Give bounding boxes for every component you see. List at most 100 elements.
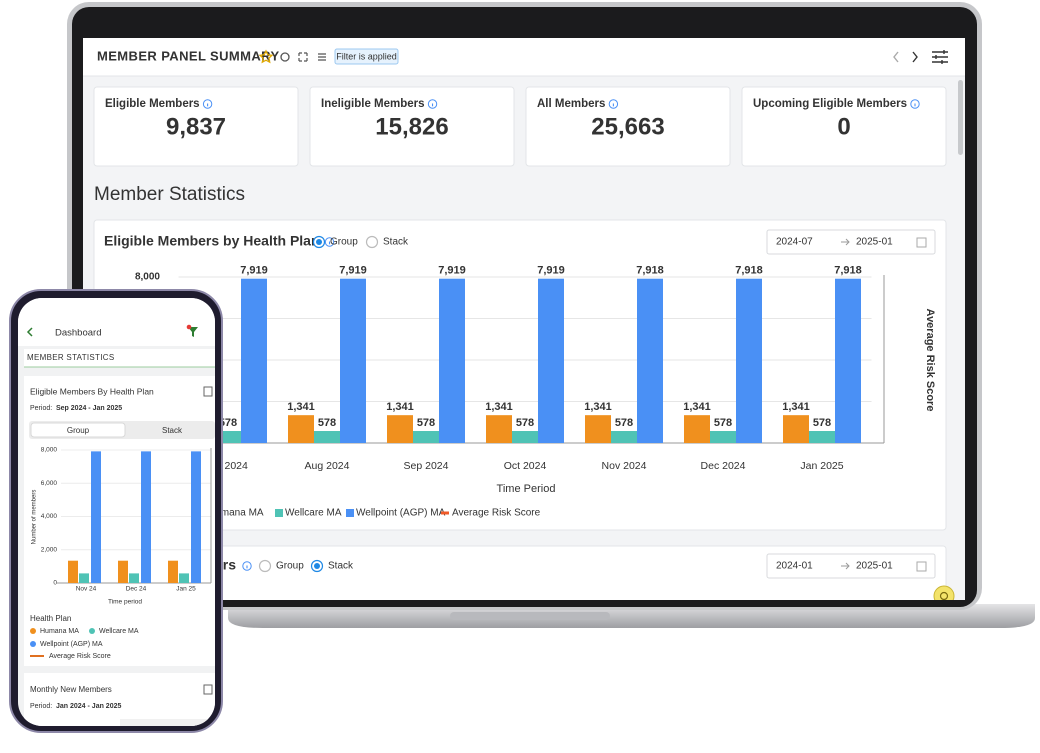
- x-tick-label: Jan 25: [176, 586, 196, 593]
- filter-badge[interactable]: [334, 48, 399, 65]
- x-tick-label: Nov 24: [76, 586, 97, 593]
- radio-label[interactable]: Group: [330, 237, 358, 248]
- date-to: 2025-01: [856, 237, 893, 248]
- phone-topbar: [18, 298, 215, 346]
- bar: [835, 278, 861, 443]
- legend-label[interactable]: Wellpoint (AGP) MA: [356, 508, 446, 519]
- legend-label[interactable]: Wellpoint (AGP) MA: [40, 641, 103, 648]
- back-button[interactable]: [26, 327, 33, 337]
- data-label: 578: [714, 417, 732, 429]
- phone-card: [24, 673, 215, 726]
- phone-section: MEMBER STATISTICS: [27, 353, 114, 362]
- date-arrow: [841, 562, 850, 570]
- data-label: 7,919: [537, 265, 565, 277]
- radio[interactable]: [365, 235, 379, 249]
- kpi-value: 25,663: [591, 113, 664, 140]
- data-label: 1,341: [782, 401, 810, 413]
- kpi-value: 15,826: [375, 113, 448, 140]
- filter-badge-text: Filter is applied: [336, 51, 397, 61]
- data-label: 578: [813, 417, 831, 429]
- bar: [538, 278, 564, 443]
- data-label: 7,919: [438, 265, 466, 277]
- date-range[interactable]: [766, 553, 936, 579]
- info-icon: [910, 99, 920, 109]
- toggle-option[interactable]: Stack: [162, 426, 183, 435]
- bar: [288, 415, 314, 443]
- bar: [191, 451, 201, 583]
- data-label: 1,341: [584, 401, 612, 413]
- radio-label[interactable]: Stack: [328, 561, 354, 572]
- kpi-value: 9,837: [166, 113, 226, 140]
- legend-title: Health Plan: [30, 614, 71, 623]
- legend-label[interactable]: Humana MA: [40, 628, 79, 635]
- kpi-label: All Members: [537, 98, 605, 110]
- kpi-card: [93, 86, 299, 167]
- expand-icon[interactable]: [298, 52, 308, 62]
- bar: [340, 278, 366, 443]
- radio[interactable]: [258, 559, 272, 573]
- legend-swatch: [30, 641, 36, 647]
- data-label: 578: [615, 417, 633, 429]
- date-range[interactable]: [766, 229, 936, 255]
- section-title: Member Statistics: [94, 184, 245, 205]
- filter-icon[interactable]: [188, 327, 198, 337]
- back-label: Dashboard: [55, 328, 101, 339]
- toggle-option[interactable]: Group: [67, 426, 90, 435]
- legend-label[interactable]: Average Risk Score: [452, 508, 541, 519]
- legend-label[interactable]: Average Risk Score: [49, 653, 111, 660]
- bar: [91, 451, 101, 583]
- date-arrow: [841, 238, 850, 246]
- x-tick-label: Dec 24: [126, 586, 147, 593]
- radio-dot: [314, 563, 320, 569]
- data-label: 1,341: [287, 401, 315, 413]
- toggle-selected[interactable]: [30, 422, 126, 438]
- y-axis-title: Number of members: [32, 490, 38, 545]
- kpi-card: [525, 86, 731, 167]
- kpi-label: Eligible Members: [105, 98, 200, 110]
- data-label: 578: [318, 417, 336, 429]
- calendar-icon[interactable]: [203, 386, 213, 397]
- menu-icon[interactable]: [318, 53, 326, 61]
- bar: [241, 278, 267, 443]
- x-tick-label: Jan 2025: [800, 460, 843, 472]
- legend-label[interactable]: Wellcare MA: [99, 628, 139, 635]
- legend-label[interactable]: Wellcare MA: [285, 508, 342, 519]
- kpi-label: Upcoming Eligible Members: [753, 98, 907, 110]
- radio-label[interactable]: Stack: [383, 237, 409, 248]
- prev-button[interactable]: [893, 51, 899, 63]
- radio-label[interactable]: Group: [276, 561, 304, 572]
- x-tick-label: Sep 2024: [404, 460, 449, 472]
- kpi-card: [741, 86, 947, 167]
- legend-swatch: [89, 628, 95, 634]
- data-label: 7,919: [339, 265, 367, 277]
- toggle: [120, 719, 215, 726]
- calendar-icon: [916, 237, 927, 248]
- data-label: 7,919: [240, 265, 268, 277]
- refresh-icon[interactable]: [280, 52, 290, 62]
- calendar-icon[interactable]: [203, 684, 213, 695]
- legend-label[interactable]: Humana MA: [208, 508, 264, 519]
- bar: [215, 431, 241, 443]
- scrollbar: [958, 80, 963, 155]
- data-label: 578: [516, 417, 534, 429]
- date-to: 2025-01: [856, 561, 893, 572]
- legend-swatch: [346, 509, 354, 517]
- bar: [512, 431, 538, 443]
- bar: [387, 415, 413, 443]
- period-label: Period:: [30, 703, 52, 710]
- y-tick-label: 8,000: [135, 272, 160, 283]
- x-tick-label: Dec 2024: [701, 460, 746, 472]
- x-tick-label: Nov 2024: [602, 460, 647, 472]
- y-tick-label: 2,000: [41, 546, 58, 553]
- favorite-icon[interactable]: [258, 49, 274, 64]
- header-title: MEMBER PANEL SUMMARY: [97, 48, 280, 63]
- info-icon: [324, 237, 335, 247]
- bar: [783, 415, 809, 443]
- info-icon: [242, 561, 252, 571]
- data-label: 1,341: [683, 401, 711, 413]
- bar: [68, 560, 78, 583]
- settings-icon[interactable]: [932, 50, 948, 64]
- next-button[interactable]: [912, 51, 918, 63]
- y-tick-label: 8,000: [41, 447, 58, 454]
